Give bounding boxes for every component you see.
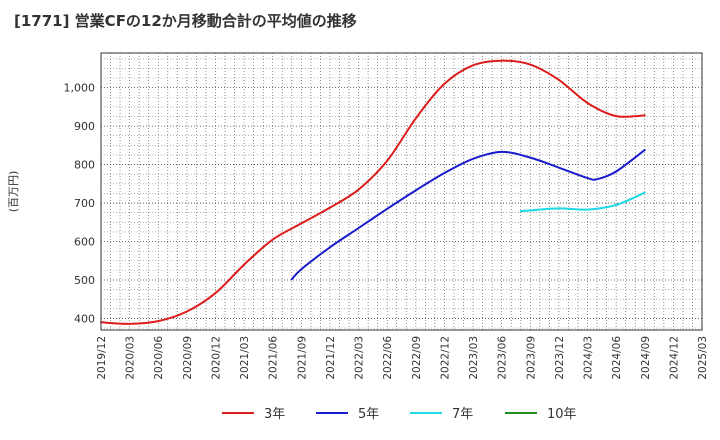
chart-title: [1771] 営業CFの12か月移動合計の平均値の推移 (14, 12, 357, 30)
legend-label-3: 10年 (547, 407, 577, 422)
x-tick-label: 2023/06 (497, 336, 509, 380)
series-line-0 (100, 59, 646, 325)
x-tick-label: 2022/06 (382, 336, 394, 380)
plot-border (100, 52, 703, 331)
x-tick-label: 2023/09 (525, 336, 537, 380)
plot-background (101, 53, 702, 330)
x-tick-label: 2020/06 (153, 336, 165, 380)
legend-label-0: 3年 (264, 407, 285, 422)
series-layer (100, 59, 646, 325)
x-tick-label: 2019/12 (96, 336, 108, 380)
y-tick-label: 1,000 (64, 82, 96, 95)
y-tick-label: 800 (74, 159, 95, 172)
x-tick-label: 2023/12 (554, 336, 566, 380)
x-tick-label: 2024/06 (611, 336, 623, 380)
x-tick-label: 2021/03 (239, 336, 251, 380)
x-tick-label: 2021/09 (296, 336, 308, 380)
y-tick-label: 900 (74, 120, 95, 133)
x-tick-label: 2023/03 (468, 336, 480, 380)
x-tick-label: 2024/03 (583, 336, 595, 380)
x-tick-label: 2025/03 (697, 336, 709, 380)
series-line-2 (519, 191, 646, 213)
x-tick-label: 2020/03 (125, 336, 137, 380)
x-tick-label: 2022/09 (411, 336, 423, 380)
y-tick-label: 500 (74, 274, 95, 287)
y-tick-label: 700 (74, 197, 95, 210)
x-tick-label: 2024/09 (640, 336, 652, 380)
x-tick-label: 2024/12 (668, 336, 680, 380)
y-axis-label: (百万円) (7, 171, 20, 213)
x-tick-label: 2022/12 (439, 336, 451, 380)
x-tick-label: 2020/12 (210, 336, 222, 380)
series-line-1 (290, 148, 646, 281)
axis-layer: 400 500 600 700 800 900 1,000 (百万円) 2019/12 2020/… (7, 52, 709, 380)
grid-layer (100, 53, 703, 330)
x-tick-label: 2022/03 (354, 336, 366, 380)
x-tick-label: 2021/06 (268, 336, 280, 380)
legend-label-2: 7年 (452, 407, 473, 422)
y-tick-label: 400 (74, 312, 95, 325)
x-tick-label: 2021/12 (325, 336, 337, 380)
legend-layer: 3年 5年 7年 10年 (222, 407, 577, 422)
x-tick-label: 2020/09 (182, 336, 194, 380)
legend-label-1: 5年 (358, 407, 379, 422)
y-tick-label: 600 (74, 236, 95, 249)
